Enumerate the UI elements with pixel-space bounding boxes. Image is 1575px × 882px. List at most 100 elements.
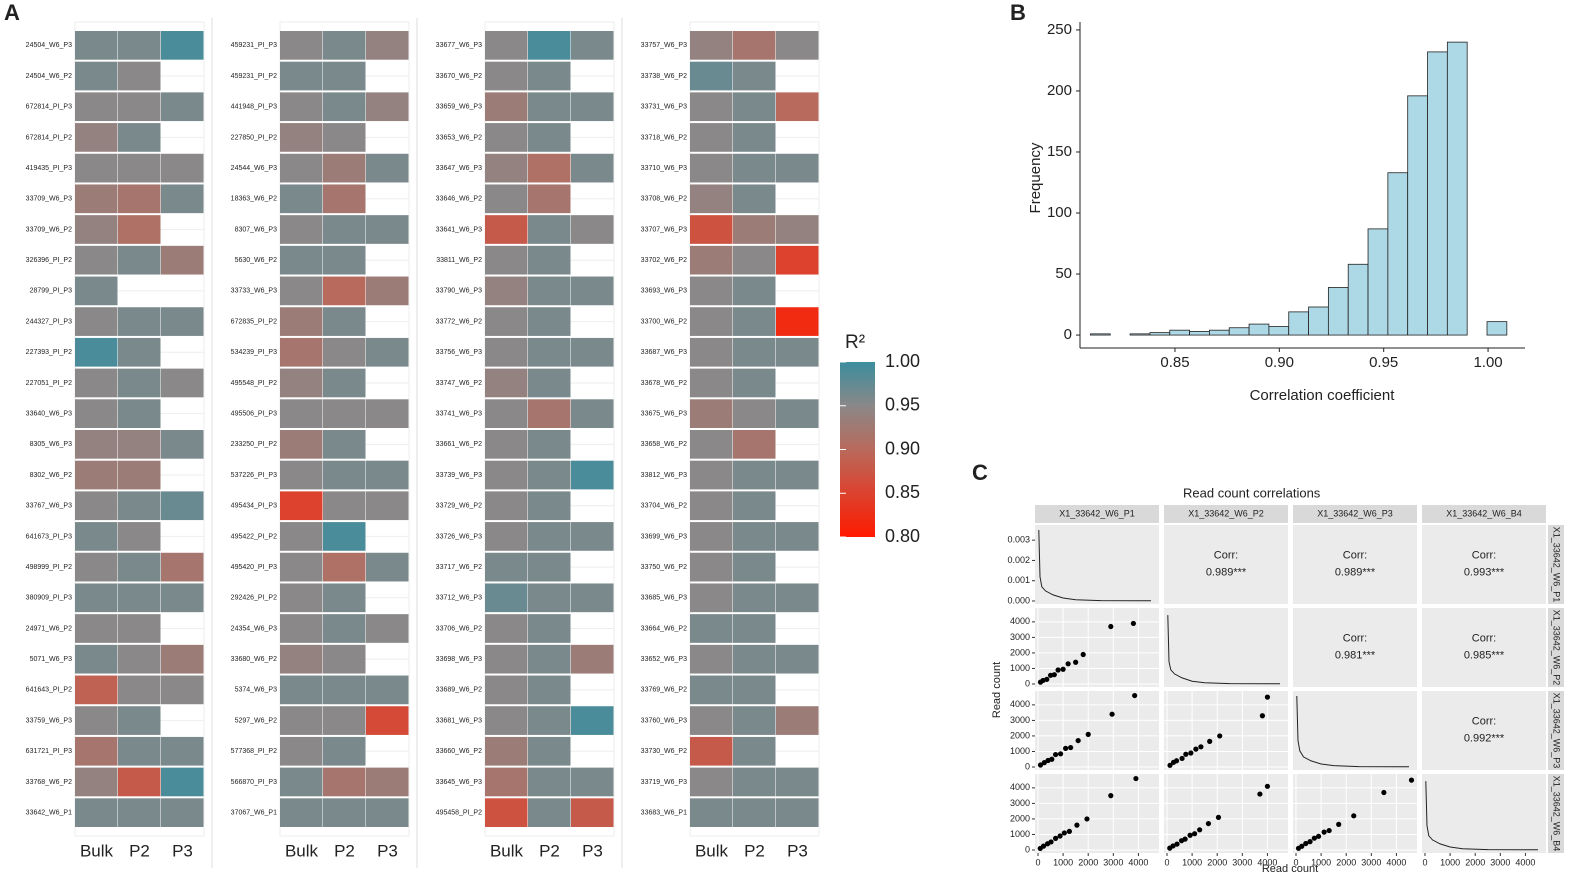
heatmap-cell xyxy=(366,31,409,60)
heatmap-cell xyxy=(323,337,366,367)
heatmap-cell xyxy=(571,92,614,122)
heatmap-cell xyxy=(118,552,161,582)
row-label: 33756_W6_P3 xyxy=(436,349,482,356)
heatmap-cell xyxy=(75,337,118,367)
strip-label: X1_33642_W6_P1 xyxy=(1552,527,1562,603)
strip xyxy=(1548,608,1564,687)
heatmap-cell xyxy=(571,215,614,244)
row-label: 33661_W6_P2 xyxy=(436,441,482,448)
heatmap-cell xyxy=(690,31,733,60)
heatmap-cell xyxy=(118,522,161,551)
column-label: P3 xyxy=(377,841,398,860)
heatmap-cell xyxy=(528,184,571,214)
scatter-point xyxy=(1381,789,1387,796)
heatmap-cell xyxy=(75,430,118,459)
row-label: 33702_W6_P2 xyxy=(641,257,687,264)
heatmap-cell xyxy=(280,644,323,674)
heatmap-cell xyxy=(366,798,409,827)
heatmap-cell xyxy=(776,399,819,428)
heatmap-cell xyxy=(118,184,161,214)
row-label: 33693_W6_P3 xyxy=(641,288,687,295)
heatmap-cell xyxy=(280,153,323,183)
row-label: 37067_W6_P1 xyxy=(231,809,277,816)
heatmap-cell xyxy=(280,123,323,152)
panel-label: A xyxy=(4,0,20,25)
row-label: 233250_PI_P2 xyxy=(231,441,277,448)
heatmap-cell xyxy=(366,153,409,183)
scatter-point xyxy=(1264,783,1271,789)
row-label: 5374_W6_P3 xyxy=(235,687,278,694)
colorbar-tick-label: 0.90 xyxy=(885,438,920,458)
row-label: 495548_PI_P2 xyxy=(231,380,277,387)
histogram-bar xyxy=(1189,331,1210,336)
histogram-bar xyxy=(1129,333,1151,336)
heatmap-cell xyxy=(323,215,366,244)
heatmap-cell xyxy=(528,583,571,613)
heatmap-cell xyxy=(776,706,819,735)
heatmap-cell xyxy=(75,522,118,551)
heatmap-cell xyxy=(118,31,161,60)
heatmap-cell xyxy=(690,61,733,91)
heatmap-cell xyxy=(733,706,776,735)
heatmap-cell xyxy=(366,706,409,735)
heatmap-cell xyxy=(733,522,776,551)
heatmap-cell xyxy=(75,552,118,582)
density-line xyxy=(1296,695,1410,768)
scatter-point xyxy=(1167,762,1173,768)
facet-background xyxy=(1164,608,1288,687)
column-label: P2 xyxy=(539,841,560,860)
scatter-point xyxy=(1299,843,1305,849)
heatmap-cell xyxy=(280,460,323,490)
heatmap-cell xyxy=(118,245,161,275)
row-label: 33759_W6_P3 xyxy=(26,717,72,724)
heatmap-cell xyxy=(733,767,776,797)
heatmap-cell xyxy=(733,184,776,214)
heatmap-cell xyxy=(776,245,819,275)
row-label: 33708_W6_P2 xyxy=(641,196,687,203)
heatmap-cell xyxy=(571,706,614,735)
heatmap-cell xyxy=(366,767,409,797)
scatter-point xyxy=(1257,791,1263,797)
scatter-point xyxy=(1132,692,1138,699)
heatmap-cell xyxy=(571,644,614,674)
row-label: 8307_W6_P3 xyxy=(235,226,278,233)
row-label: 326396_PI_P2 xyxy=(26,257,72,264)
heatmap-cell xyxy=(485,491,528,521)
heatmap-cell xyxy=(690,399,733,428)
legend-title: R² xyxy=(845,332,865,353)
row-label: 495458_PI_P2 xyxy=(436,809,482,816)
heatmap-cell xyxy=(366,92,409,122)
x-tick-label: 4000 xyxy=(1128,857,1148,867)
row-label: 33739_W6_P3 xyxy=(436,472,482,479)
heatmap-cell xyxy=(690,337,733,367)
heatmap-cell xyxy=(690,430,733,459)
row-label: 33677_W6_P3 xyxy=(436,42,482,49)
strip xyxy=(1035,505,1159,523)
panel-label: B xyxy=(1010,0,1026,25)
heatmap-cell xyxy=(75,644,118,674)
heatmap-cell xyxy=(280,276,323,306)
heatmap-cell xyxy=(323,675,366,705)
heatmap-cell xyxy=(161,552,204,582)
heatmap-cell xyxy=(485,337,528,367)
scatter-point xyxy=(1133,775,1139,782)
row-label: 33811_W6_P2 xyxy=(436,257,482,264)
heatmap-cell xyxy=(528,491,571,521)
corr-value: 0.981*** xyxy=(1335,649,1376,661)
heatmap-cell xyxy=(323,430,366,459)
row-label: 18363_W6_P2 xyxy=(231,196,277,203)
heatmap-cell xyxy=(733,430,776,459)
row-label: 566870_PI_P3 xyxy=(231,779,277,786)
heatmap-cell xyxy=(571,798,614,827)
row-label: 495422_PI_P2 xyxy=(231,533,277,540)
y-tick-label: 2000 xyxy=(1010,813,1030,823)
scatter-point xyxy=(1073,659,1079,665)
heatmap-cell xyxy=(75,245,118,275)
heatmap-cell xyxy=(690,736,733,766)
heatmap-cell xyxy=(776,460,819,490)
row-label: 5630_W6_P2 xyxy=(235,257,278,264)
heatmap-cell xyxy=(323,184,366,214)
row-label: 33699_W6_P3 xyxy=(641,533,687,540)
corr-label: Corr: xyxy=(1472,632,1496,644)
heatmap-cell xyxy=(323,123,366,152)
